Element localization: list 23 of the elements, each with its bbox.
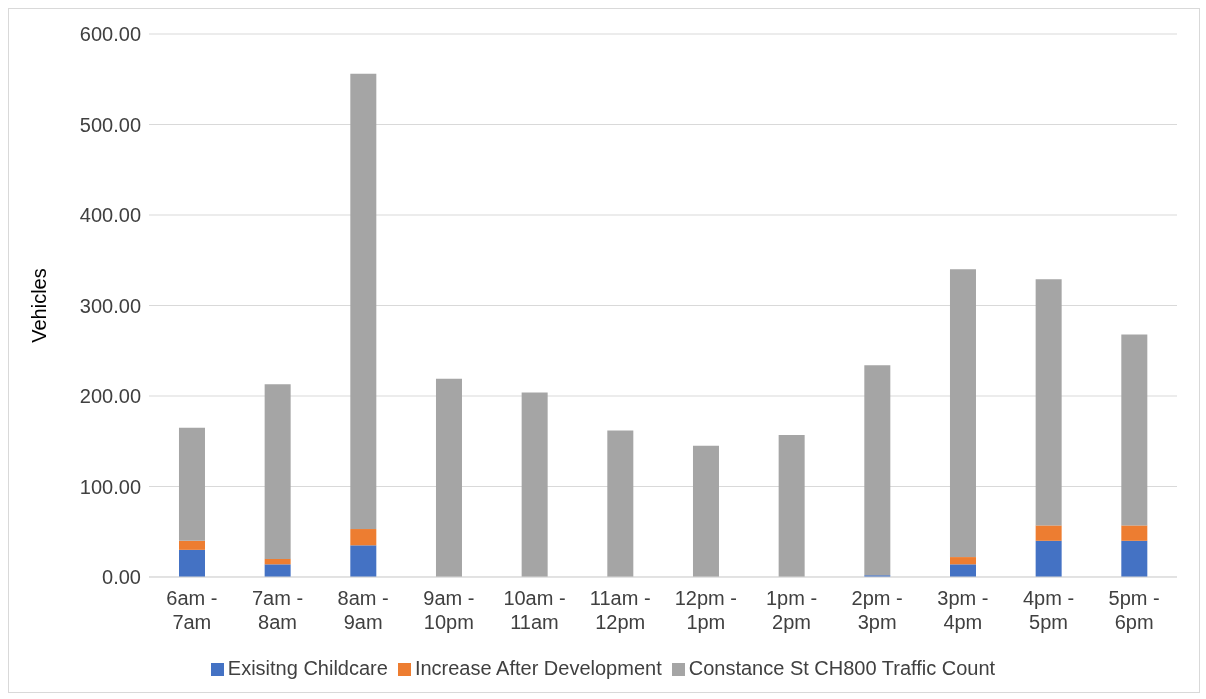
x-tick-label: 9am - 10pm [423,587,475,633]
x-tick-label: 6am - 7am [166,587,218,633]
y-tick-label: 500.00 [79,113,141,136]
y-tick-label: 300.00 [79,294,141,317]
legend-label: Increase After Development [414,657,662,679]
x-tick-label: 5pm - 6pm [1108,587,1160,633]
x-tick-label: 2pm - 3pm [851,587,903,633]
x-tick-label: 3pm - 4pm [937,587,989,633]
legend-label: Exisitng Childcare [227,657,388,679]
x-tick-label: 8am - 9am [337,587,389,633]
y-axis-title: Vehicles [28,268,51,343]
y-tick-label: 100.00 [79,475,141,498]
x-tick-label: 12pm - 1pm [674,587,737,633]
y-tick-label: 600.00 [79,23,141,46]
x-tick-label: 11am - 12pm [589,587,651,633]
x-tick-label: 4pm - 5pm [1022,587,1075,633]
y-tick-label: 200.00 [79,385,141,408]
y-tick-label: 400.00 [79,204,141,227]
x-tick-label: 7am - 8am [251,587,304,633]
x-tick-label: 1pm - 2pm [765,587,818,633]
x-tick-label: 10am - 11am [503,587,566,633]
legend-label: Constance St CH800 Traffic Count [688,657,996,679]
y-tick-label: 0.00 [102,566,141,589]
